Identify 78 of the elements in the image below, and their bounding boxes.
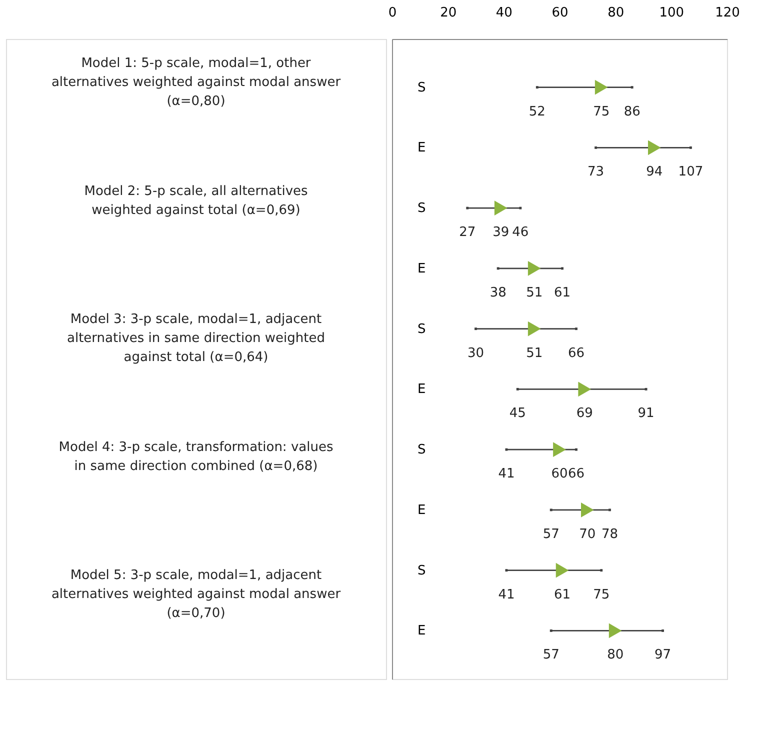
text: Model 3: 3-p scale, modal=1, adjacent alternatives in same direction weighted against total (α=0,64) — [66, 312, 326, 365]
text: Model 5: 3-p scale, modal=1, adjacent alternatives weighted against modal answer (α=0,70) — [51, 568, 342, 621]
data-label: 41 — [498, 587, 515, 602]
x-tick-label: 60 — [552, 6, 568, 20]
y-tick-label: S — [418, 201, 426, 216]
point — [644, 388, 648, 390]
y-tick-label: S — [418, 563, 426, 578]
data-label: 94 — [646, 164, 663, 180]
y-tick-label: E — [418, 502, 426, 518]
data-label: 86 — [624, 104, 640, 120]
data-label: 38 — [490, 285, 506, 300]
point — [662, 629, 664, 632]
point — [630, 86, 634, 89]
data-label: 51 — [526, 346, 543, 361]
data-label: 91 — [638, 406, 654, 422]
text: Model 4: 3-p scale, transformation: values in same direction combined (α=0,68) — [58, 440, 334, 474]
data-label: 80 — [607, 648, 624, 663]
point — [516, 388, 519, 390]
y-tick-label: E — [418, 140, 426, 156]
data-label: 57 — [542, 648, 560, 663]
x-tick-label: 20 — [440, 6, 457, 20]
point — [689, 146, 692, 149]
y-tick-label: E — [418, 261, 426, 276]
data-label: 61 — [554, 587, 571, 602]
point — [494, 200, 508, 216]
point — [550, 508, 552, 512]
data-label: 66 — [568, 346, 585, 361]
data-label: 30 — [467, 346, 484, 361]
x-tick-label: 0 — [388, 6, 397, 20]
y-tick-label: E — [418, 624, 426, 639]
point — [561, 267, 564, 270]
point — [550, 629, 552, 632]
data-label: 75 — [593, 587, 610, 602]
point — [496, 267, 500, 270]
data-label: 97 — [654, 648, 672, 663]
point — [600, 569, 603, 572]
point — [466, 206, 469, 210]
point — [580, 502, 594, 518]
data-label: 45 — [509, 406, 526, 422]
data-label: 52 — [528, 104, 546, 120]
data-label: 46 — [512, 225, 529, 240]
point — [556, 562, 569, 578]
data-label: 39 — [492, 225, 510, 240]
data-label: 75 — [593, 104, 610, 120]
x-tick-label: 40 — [496, 6, 512, 20]
data-label: 78 — [601, 526, 618, 542]
point — [608, 623, 622, 638]
y-tick-label: S — [418, 322, 426, 337]
data-label: 57 — [542, 526, 560, 542]
data-label: 60 — [551, 466, 568, 482]
x-tick-label: 80 — [608, 6, 624, 20]
point — [594, 80, 608, 95]
point — [528, 321, 541, 336]
data-label: 70 — [579, 526, 596, 542]
data-label: 27 — [459, 225, 476, 240]
point — [578, 382, 592, 397]
data-label: 66 — [568, 466, 585, 482]
data-label: 73 — [588, 164, 604, 180]
y-tick-label: S — [418, 442, 426, 458]
x-tick-label: 100 — [659, 6, 684, 20]
data-label: 107 — [678, 164, 704, 180]
x-tick-label: 120 — [715, 6, 740, 20]
data-label: 69 — [576, 406, 593, 422]
point — [594, 146, 598, 149]
point — [536, 86, 538, 89]
text: Model 1: 5-p scale, modal=1, other alternatives weighted against modal answer (α=0,80) — [51, 56, 342, 109]
y-tick-label: S — [418, 80, 426, 96]
data-label: 41 — [498, 466, 515, 482]
point — [519, 206, 522, 210]
data-label: 51 — [526, 285, 543, 300]
point — [553, 442, 566, 457]
y-tick-label: E — [418, 382, 426, 398]
point — [505, 448, 508, 451]
point — [505, 569, 508, 572]
data-label: 61 — [554, 285, 571, 300]
point — [528, 261, 541, 276]
text: Model 2: 5-p scale, all alternatives weighted against total (α=0,69) — [84, 184, 308, 218]
point — [648, 140, 661, 156]
